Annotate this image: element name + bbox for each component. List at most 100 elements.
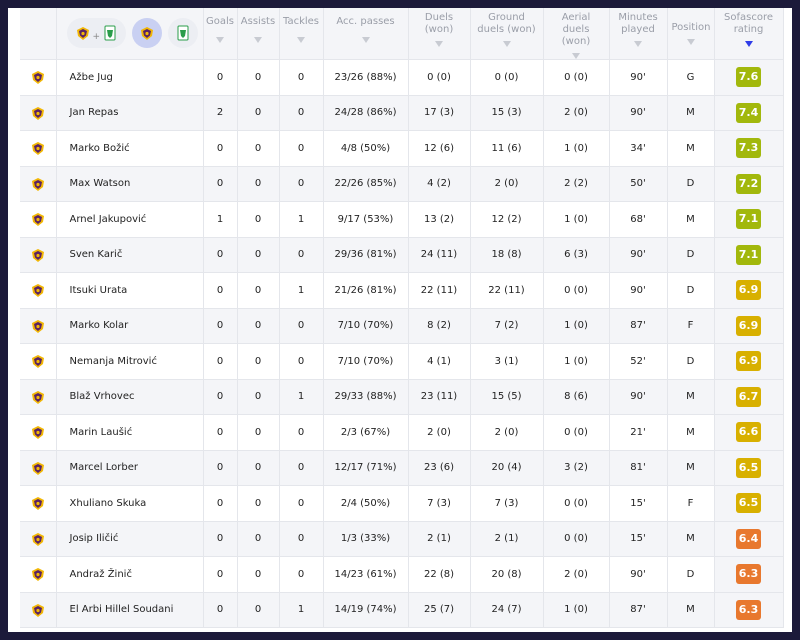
sort-arrow-icon[interactable] xyxy=(634,41,642,47)
player-name[interactable]: Marko Kolar xyxy=(56,308,204,344)
player-row[interactable]: Jan Repas 2 0 0 24/28 (86%) 17 (3) 15 (3) 2 (0)… xyxy=(20,95,784,131)
rating-badge: 7.3 xyxy=(735,138,762,159)
rating-badge: 6.3 xyxy=(735,564,762,585)
player-name[interactable]: Josip Iličić xyxy=(56,521,204,557)
player-row[interactable]: Xhuliano Skuka 0 0 0 2/4 (50%) 7 (3) 7 (3) 0 (0… xyxy=(20,485,784,522)
column-header-tackles[interactable]: Tackles xyxy=(279,8,324,60)
player-name[interactable]: Marko Božić xyxy=(56,130,204,167)
player-name[interactable]: Marcel Lorber xyxy=(56,450,204,486)
rating-cell: 6.9 xyxy=(714,272,784,309)
stat-minutes: 81' xyxy=(609,450,668,486)
stat-assists: 0 xyxy=(237,95,280,131)
player-name[interactable]: Itsuki Urata xyxy=(56,272,204,309)
stat-passes: 29/36 (81%) xyxy=(323,237,409,273)
sort-arrow-icon[interactable] xyxy=(572,53,580,59)
maribor-crest-icon xyxy=(31,248,44,262)
column-header-duels-won[interactable]: Duels (won) xyxy=(408,8,471,60)
filter-olimpija[interactable] xyxy=(168,17,199,48)
player-name[interactable]: El Arbi Hillel Soudani xyxy=(56,592,204,628)
player-name[interactable]: Jan Repas xyxy=(56,95,204,131)
player-row[interactable]: Ažbe Jug 0 0 0 23/26 (88%) 0 (0) 0 (0) 0 (0) 90'… xyxy=(20,59,784,96)
player-row[interactable]: Sven Karič 0 0 0 29/36 (81%) 24 (11) 18 (8) 6 (… xyxy=(20,237,784,273)
rating-cell: 6.5 xyxy=(714,485,784,522)
player-name[interactable]: Sven Karič xyxy=(56,237,204,273)
sort-arrow-icon[interactable] xyxy=(361,37,370,43)
stat-aerial: 1 (0) xyxy=(543,201,610,238)
stat-duels: 23 (6) xyxy=(408,450,471,486)
stat-duels: 22 (8) xyxy=(408,556,471,593)
player-name[interactable]: Arnel Jakupović xyxy=(56,201,204,238)
player-row[interactable]: Josip Iličić 0 0 0 1/3 (33%) 2 (1) 2 (1) 0 (0) 1… xyxy=(20,521,784,557)
rating-badge: 7.1 xyxy=(735,244,762,265)
stat-minutes: 52' xyxy=(609,343,668,380)
sort-arrow-icon[interactable] xyxy=(254,37,262,43)
stat-ground: 12 (2) xyxy=(470,201,544,238)
rating-cell: 6.7 xyxy=(714,379,784,415)
column-header-assists[interactable]: Assists xyxy=(237,8,280,60)
player-row[interactable]: Andraž Žinič 0 0 0 14/23 (61%) 22 (8) 20 (8) 2 … xyxy=(20,556,784,593)
player-row[interactable]: Marko Božić 0 0 0 4/8 (50%) 12 (6) 11 (6) 1 (0)… xyxy=(20,130,784,167)
player-name[interactable]: Marin Laušić xyxy=(56,414,204,451)
sort-arrow-icon[interactable] xyxy=(297,37,305,43)
column-header-goals[interactable]: Goals xyxy=(203,8,238,60)
stat-goals: 0 xyxy=(203,237,238,273)
player-name[interactable]: Ažbe Jug xyxy=(56,59,204,96)
stat-aerial: 2 (0) xyxy=(543,556,610,593)
player-name[interactable]: Max Watson xyxy=(56,166,204,202)
stat-aerial: 0 (0) xyxy=(543,414,610,451)
stat-minutes: 90' xyxy=(609,95,668,131)
rating-cell: 6.9 xyxy=(714,308,784,344)
column-header-sofascore-rating[interactable]: Sofascore rating xyxy=(714,8,784,60)
column-header-acc-passes[interactable]: Acc. passes xyxy=(323,8,409,60)
stat-ground: 11 (6) xyxy=(470,130,544,167)
player-row[interactable]: Itsuki Urata 0 0 1 21/26 (81%) 22 (11) 22 (11)… xyxy=(20,272,784,309)
stat-assists: 0 xyxy=(237,379,280,415)
column-header-aerial-duels-won[interactable]: Aerial duels (won) xyxy=(543,8,610,60)
stat-passes: 2/4 (50%) xyxy=(323,485,409,522)
stat-position: D xyxy=(667,166,715,202)
stat-passes: 4/8 (50%) xyxy=(323,130,409,167)
sort-arrow-icon[interactable] xyxy=(744,41,753,47)
player-name[interactable]: Blaž Vrhovec xyxy=(56,379,204,415)
team-crest xyxy=(20,592,57,628)
column-header-ground-duels-won[interactable]: Ground duels (won) xyxy=(470,8,544,60)
player-name[interactable]: Nemanja Mitrović xyxy=(56,343,204,380)
player-row[interactable]: El Arbi Hillel Soudani 0 0 1 14/19 (74%) 25 (… xyxy=(20,592,784,628)
stat-goals: 0 xyxy=(203,343,238,380)
filter-both-teams[interactable]: + xyxy=(66,17,127,48)
stat-minutes: 90' xyxy=(609,59,668,96)
player-row[interactable]: Max Watson 0 0 0 22/26 (85%) 4 (2) 2 (0) 2 (2) 5… xyxy=(20,166,784,202)
rating-badge: 6.9 xyxy=(735,315,762,336)
stat-minutes: 50' xyxy=(609,166,668,202)
team-crest xyxy=(20,343,57,380)
column-header-minutes-played[interactable]: Minutes played xyxy=(609,8,668,60)
column-header-position[interactable]: Position xyxy=(667,8,715,60)
stat-position: M xyxy=(667,521,715,557)
sort-arrow-icon[interactable] xyxy=(435,41,443,47)
stat-assists: 0 xyxy=(237,201,280,238)
stat-aerial: 6 (3) xyxy=(543,237,610,273)
filter-maribor[interactable] xyxy=(132,17,163,48)
player-name[interactable]: Andraž Žinič xyxy=(56,556,204,593)
stat-passes: 29/33 (88%) xyxy=(323,379,409,415)
sort-arrow-icon[interactable] xyxy=(502,41,511,47)
player-row[interactable]: Marko Kolar 0 0 0 7/10 (70%) 8 (2) 7 (2) 1 (0) 8… xyxy=(20,308,784,344)
player-row[interactable]: Marin Laušić 0 0 0 2/3 (67%) 2 (0) 2 (0) 0 (0) 2… xyxy=(20,414,784,451)
player-name[interactable]: Xhuliano Skuka xyxy=(56,485,204,522)
maribor-crest-icon xyxy=(31,106,44,120)
rating-cell: 6.5 xyxy=(714,450,784,486)
sort-arrow-icon[interactable] xyxy=(216,37,224,43)
player-row[interactable]: Nemanja Mitrović 0 0 0 7/10 (70%) 4 (1) 3 (1) 1… xyxy=(20,343,784,380)
rating-cell: 7.3 xyxy=(714,130,784,167)
stat-aerial: 1 (0) xyxy=(543,592,610,628)
stat-passes: 2/3 (67%) xyxy=(323,414,409,451)
player-row[interactable]: Blaž Vrhovec 0 0 1 29/33 (88%) 23 (11) 15 (5) 8… xyxy=(20,379,784,415)
player-row[interactable]: Marcel Lorber 0 0 0 12/17 (71%) 23 (6) 20 (4) 3… xyxy=(20,450,784,486)
rating-cell: 6.9 xyxy=(714,343,784,380)
stat-minutes: 90' xyxy=(609,556,668,593)
player-row[interactable]: Arnel Jakupović 1 0 1 9/17 (53%) 13 (2) 12 (2)… xyxy=(20,201,784,238)
team-crest xyxy=(20,272,57,309)
rating-badge: 6.3 xyxy=(735,599,762,620)
sort-arrow-icon[interactable] xyxy=(686,39,695,45)
rating-badge: 6.4 xyxy=(735,528,762,549)
